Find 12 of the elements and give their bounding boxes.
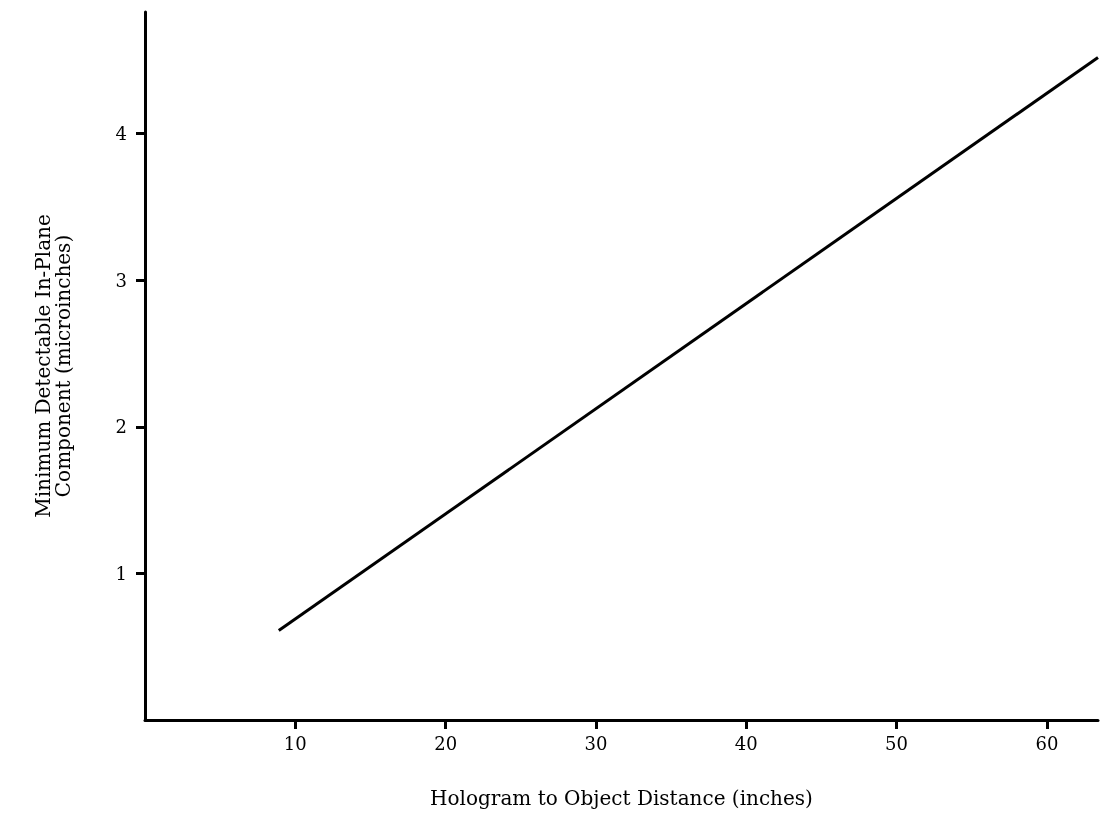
x-tick-label: 10 [283, 732, 307, 754]
y-tick-label: 4 [115, 123, 127, 145]
y-tick-label: 3 [115, 269, 127, 291]
x-tick-label: 60 [1035, 732, 1059, 754]
x-axis-title: Hologram to Object Distance (inches) [430, 786, 813, 810]
x-tick-label: 20 [434, 732, 458, 754]
y-tick-label: 2 [115, 416, 127, 438]
x-tick-label: 50 [885, 732, 909, 754]
x-tick-label: 40 [734, 732, 758, 754]
y-axis-title: Minimum Detectable In-Plane Component (microinches) [31, 214, 75, 518]
x-tick-label: 30 [584, 732, 608, 754]
y-tick-label: 1 [115, 562, 127, 584]
